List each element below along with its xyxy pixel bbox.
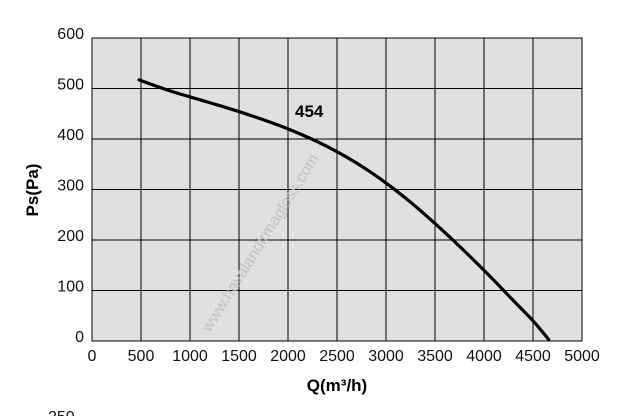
- x-tick-label-1: 500: [128, 348, 155, 365]
- x-tick-label-5: 2500: [319, 348, 355, 365]
- x-tick-label-9: 4500: [515, 348, 551, 365]
- x-tick-label-8: 4000: [466, 348, 502, 365]
- x-axis-title: Q(m³/h): [307, 376, 367, 395]
- series-label-454: 454: [295, 102, 324, 121]
- x-tick-label-0: 0: [88, 348, 97, 365]
- x-tick-label-10: 5000: [564, 348, 600, 365]
- x-tick-label-2: 1000: [172, 348, 208, 365]
- y-tick-label-6: 600: [57, 26, 84, 43]
- y-axis-title: Ps(Pa): [23, 164, 42, 217]
- cropped-next-chart-label: 250: [48, 409, 75, 416]
- series-line-0: [137, 78, 551, 342]
- y-tick-label-0: 0: [75, 329, 84, 346]
- x-axis-tick-labels: 0 500 1000 1500 2000 2500 3000 3500 4000 4500 5000: [88, 348, 600, 365]
- y-tick-label-5: 500: [57, 77, 84, 94]
- y-tick-label-2: 200: [57, 228, 84, 245]
- y-axis-tick-labels: 0 100 200 300 400 500 600: [57, 26, 84, 346]
- grid: [91, 37, 583, 342]
- y-tick-label-3: 300: [57, 178, 84, 195]
- y-tick-label-4: 400: [57, 127, 84, 144]
- x-tick-label-7: 3500: [417, 348, 453, 365]
- y-tick-label-1: 100: [57, 279, 84, 296]
- x-tick-label-6: 3000: [368, 348, 404, 365]
- series-layer: [137, 78, 551, 342]
- x-tick-label-4: 2000: [270, 348, 306, 365]
- x-tick-label-3: 1500: [221, 348, 257, 365]
